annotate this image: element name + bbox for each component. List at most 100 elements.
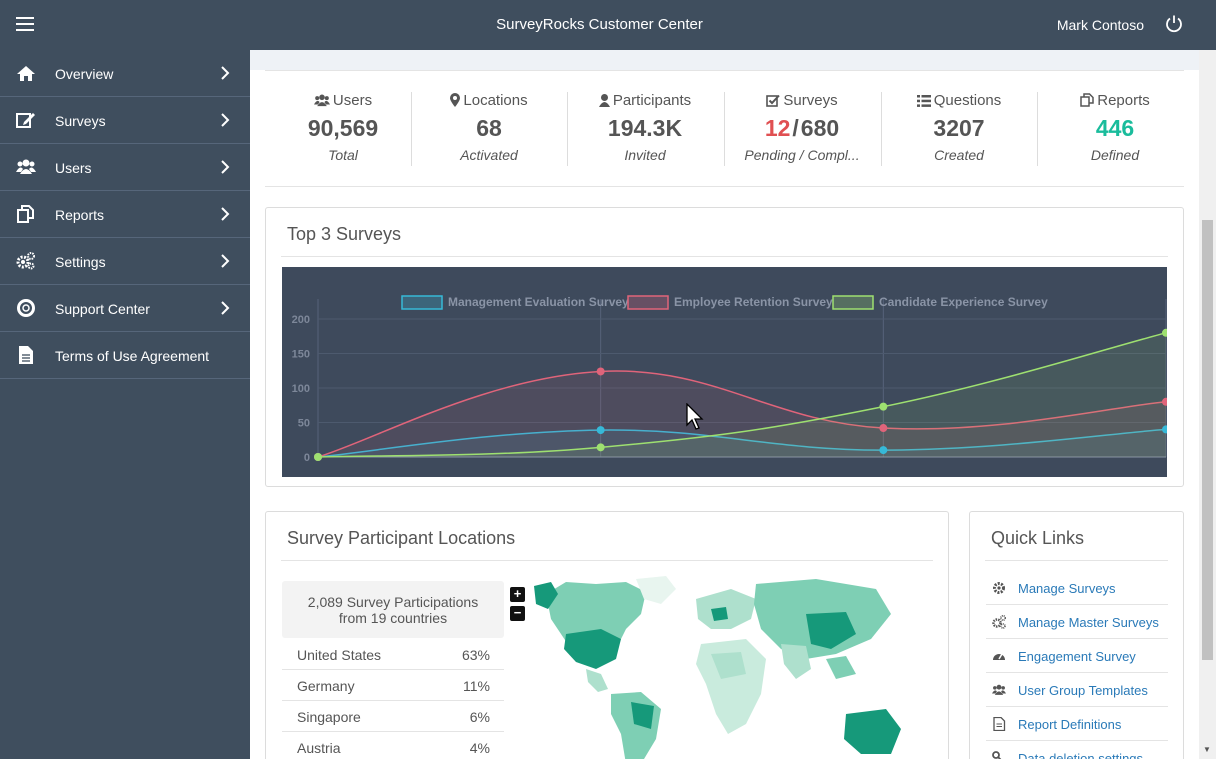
user-name[interactable]: Mark Contoso — [1056, 17, 1144, 33]
quick-link-report-definitions[interactable]: Report Definitions — [986, 707, 1168, 741]
stat-value: 12/680 — [724, 115, 880, 142]
main-content: Users 90,569 Total Locations 68 Activate… — [250, 50, 1199, 759]
dashboard-icon — [993, 653, 1005, 660]
sidebar: Overview Surveys Users Reports Settings … — [0, 50, 250, 759]
stat-users: Users 90,569 Total — [265, 92, 421, 166]
line-chart: 0 50 100 150 200 Management Evaluation Survey… — [282, 267, 1170, 477]
stat-participants: Participants 194.3K Invited — [567, 92, 723, 166]
map-zoom-in-button[interactable]: + — [510, 587, 525, 602]
data-point — [879, 402, 888, 411]
check-square-icon — [766, 94, 781, 107]
country-name: Austria — [297, 740, 341, 756]
legend-label: Management Evaluation Survey — [448, 295, 629, 309]
user-icon — [598, 94, 610, 107]
stat-sub: Defined — [1090, 147, 1140, 163]
sidebar-item-label: Support Center — [55, 301, 150, 317]
locations-summary: 2,089 Survey Participations from 19 coun… — [282, 581, 504, 638]
quick-link-label: Report Definitions — [1018, 717, 1122, 732]
chevron-right-icon — [221, 207, 230, 221]
data-point — [879, 424, 888, 433]
stat-reports: Reports 446 Defined — [1037, 92, 1193, 166]
quick-link-engagement-survey[interactable]: Engagement Survey — [986, 639, 1168, 673]
scrollbar-thumb[interactable] — [1202, 220, 1213, 660]
power-icon[interactable] — [1164, 14, 1184, 34]
lifebuoy-icon — [17, 299, 35, 317]
copy-icon — [1080, 93, 1094, 107]
chevron-right-icon — [221, 160, 230, 174]
stat-value: 194.3K — [607, 115, 683, 141]
panel-title: Top 3 Surveys — [287, 224, 402, 244]
data-point — [596, 426, 605, 435]
y-tick-label: 200 — [292, 314, 310, 326]
quick-link-label: Manage Surveys — [1018, 581, 1116, 596]
stat-label: Surveys — [783, 92, 838, 109]
stat-label: Locations — [463, 92, 528, 109]
edit-icon — [16, 113, 35, 128]
sidebar-item-label: Settings — [55, 254, 106, 270]
country-name: Singapore — [297, 709, 361, 725]
table-row: Austria 4% — [282, 732, 504, 759]
series-area — [318, 429, 1166, 457]
quick-link-data-deletion-settings[interactable]: Data deletion settings — [986, 741, 1168, 759]
sidebar-item-users[interactable]: Users — [0, 144, 250, 191]
stat-label: Questions — [933, 92, 1002, 109]
top-bar: SurveyRocks Customer Center Mark Contoso — [0, 0, 1216, 50]
sidebar-item-overview[interactable]: Overview — [0, 50, 250, 97]
legend-swatch — [401, 295, 443, 310]
quick-link-label: Manage Master Surveys — [1018, 615, 1159, 630]
header-strip — [250, 50, 1199, 70]
series-area — [318, 371, 1166, 457]
stat-label: Participants — [612, 92, 692, 109]
data-point — [596, 367, 605, 376]
stat-sub: Pending / Compl... — [744, 147, 860, 163]
quick-link-label: User Group Templates — [1018, 683, 1148, 698]
country-name: United States — [297, 647, 382, 663]
summary-line: 2,089 Survey Participations — [307, 594, 479, 610]
gear-icon — [993, 582, 1005, 594]
quick-link-manage-master-surveys[interactable]: Manage Master Surveys — [986, 605, 1168, 639]
sidebar-item-support-center[interactable]: Support Center — [0, 285, 250, 332]
locations-panel: Survey Participant Locations 2,089 Surve… — [265, 511, 949, 759]
quick-link-manage-surveys[interactable]: Manage Surveys — [986, 571, 1168, 605]
mouse-cursor-icon — [686, 403, 704, 430]
gears-icon — [992, 615, 1006, 629]
map-zoom-out-button[interactable]: − — [510, 606, 525, 621]
legend-swatch — [627, 295, 669, 310]
sidebar-item-label: Reports — [55, 207, 105, 223]
summary-line: from 19 countries — [338, 610, 448, 626]
scroll-down-arrow-icon[interactable]: ▼ — [1203, 745, 1211, 754]
sidebar-item-label: Users — [55, 160, 92, 176]
locations-table: United States 63% Germany 11% Singapore 6% … — [282, 639, 504, 759]
y-tick-label: 50 — [298, 418, 310, 430]
copy-icon — [17, 205, 34, 223]
series-line — [317, 370, 1167, 458]
country-percent: 11% — [463, 678, 490, 694]
country-percent: 63% — [461, 647, 490, 663]
series-line — [317, 428, 1167, 458]
key-icon — [992, 751, 1002, 759]
chevron-right-icon — [221, 254, 230, 268]
quick-link-user-group-templates[interactable]: User Group Templates — [986, 673, 1168, 707]
stat-sub: Invited — [624, 147, 666, 163]
quick-link-label: Data deletion settings — [1018, 751, 1144, 759]
map-marker-icon — [450, 93, 461, 107]
document-icon — [19, 346, 33, 364]
surveys-pending-value: 12 — [764, 115, 791, 141]
hamburger-menu-icon[interactable] — [16, 17, 34, 31]
world-map[interactable] — [516, 574, 916, 759]
stat-label: Reports — [1097, 92, 1150, 109]
country-name: Germany — [297, 678, 355, 694]
sidebar-item-surveys[interactable]: Surveys — [0, 97, 250, 144]
series-line — [317, 332, 1167, 458]
sidebar-item-settings[interactable]: Settings — [0, 238, 250, 285]
page-scrollbar[interactable]: ▼ — [1199, 50, 1216, 759]
sidebar-item-reports[interactable]: Reports — [0, 191, 250, 238]
users-icon — [313, 94, 330, 107]
stat-value: 90,569 — [307, 115, 379, 141]
legend-swatch — [832, 295, 874, 310]
stat-value: 3207 — [933, 115, 985, 141]
stat-surveys: Surveys 12/680 Pending / Compl... — [724, 92, 880, 166]
sidebar-item-label: Surveys — [55, 113, 106, 129]
sidebar-item-terms-of-use[interactable]: Terms of Use Agreement — [0, 332, 250, 379]
chevron-right-icon — [221, 113, 230, 127]
